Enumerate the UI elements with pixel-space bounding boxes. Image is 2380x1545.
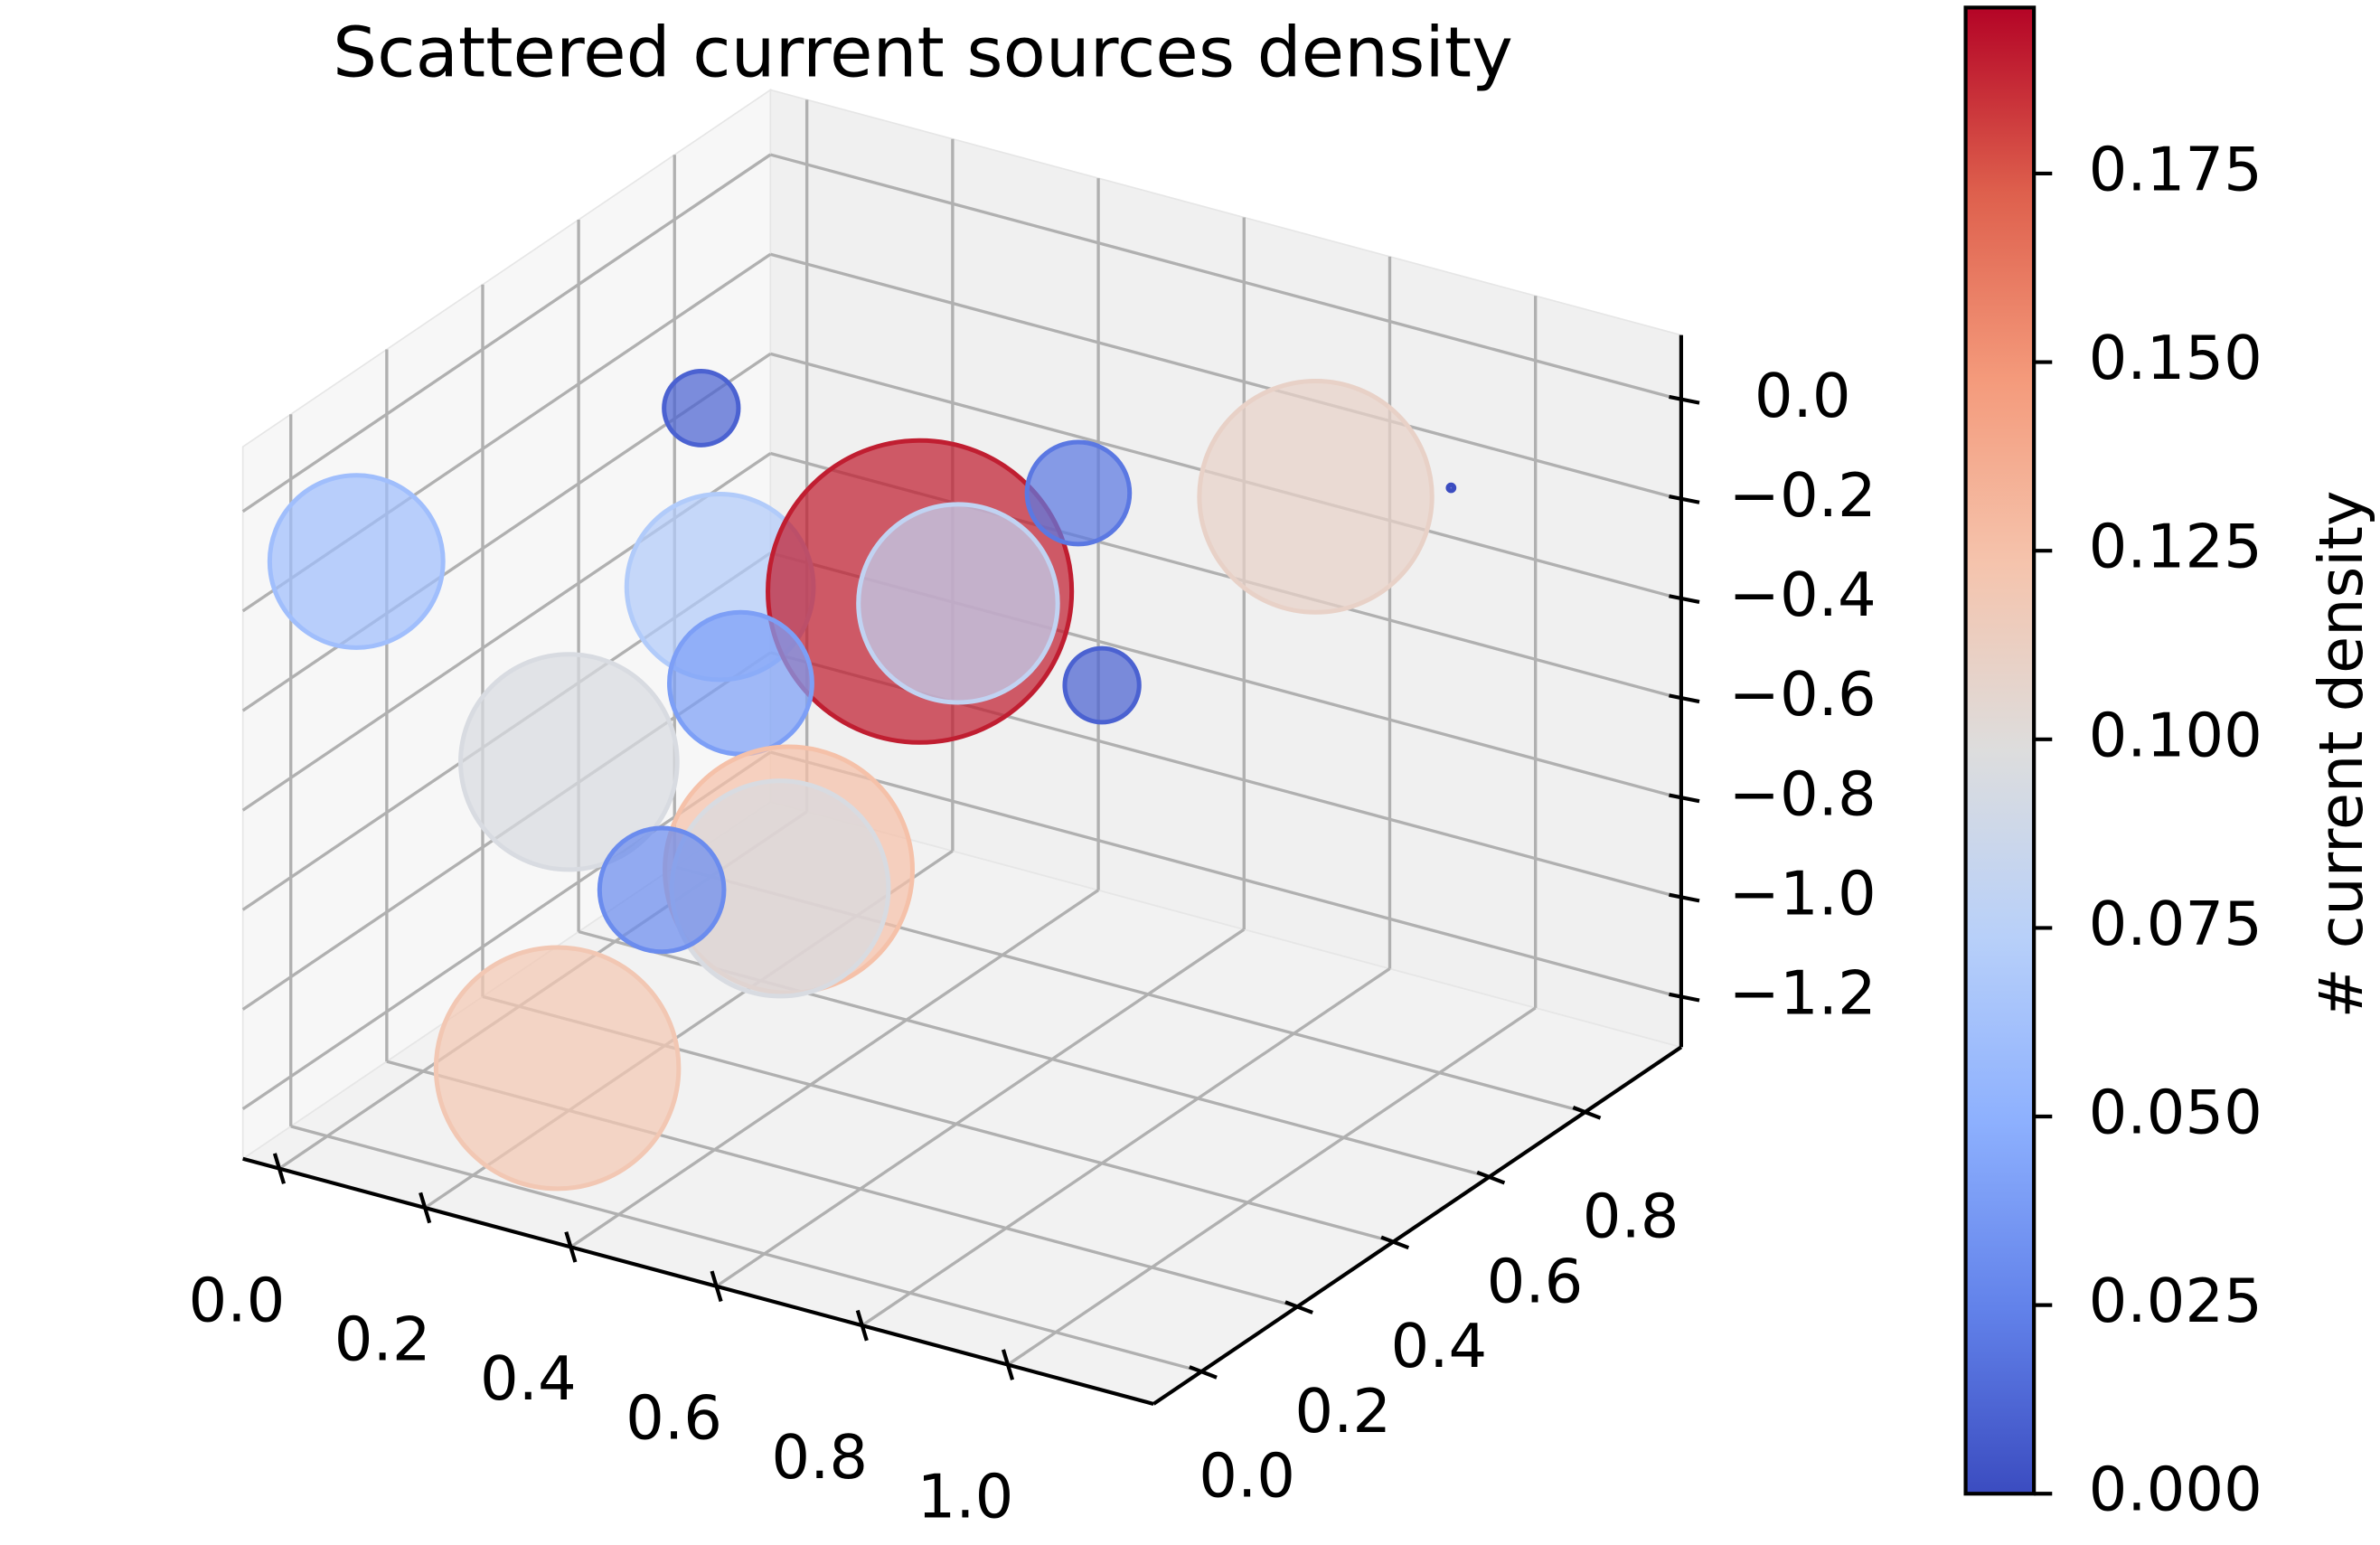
grid-line — [569, 889, 1100, 1248]
z-tick — [1669, 992, 1700, 1003]
y-tick-label: 0.4 — [1390, 1311, 1487, 1381]
x-axis — [242, 1156, 1154, 1406]
point — [597, 825, 727, 955]
z-tick — [1669, 793, 1700, 804]
point — [267, 473, 446, 650]
colorbar-tick-label: 0.050 — [2089, 1078, 2262, 1148]
colorbar-tick-label: 0.100 — [2089, 700, 2262, 770]
y-axis — [1152, 1045, 1683, 1406]
grid-line — [769, 750, 1682, 999]
grid-line — [861, 967, 1391, 1327]
y-tick-label: 0.8 — [1583, 1182, 1679, 1252]
point — [458, 652, 680, 872]
x-tick-label: 0.2 — [334, 1305, 431, 1375]
colorbar-tick-label: 0.025 — [2089, 1266, 2262, 1336]
point — [433, 945, 682, 1192]
z-tick-label: −1.2 — [1729, 958, 1877, 1029]
grid-line — [769, 153, 1682, 401]
z-tick-label: −0.8 — [1729, 759, 1877, 830]
colorbar-tick-label: 0.125 — [2089, 512, 2262, 582]
point — [1197, 379, 1435, 615]
z-tick-label: 0.0 — [1754, 361, 1851, 431]
grid-line — [241, 153, 772, 513]
point — [1445, 482, 1457, 494]
colorbar-tick-label: 0.000 — [2089, 1455, 2262, 1525]
z-tick-label: −1.0 — [1729, 859, 1877, 929]
point — [662, 369, 741, 447]
colorbar-tick-label: 0.075 — [2089, 889, 2262, 959]
z-tick — [1669, 892, 1700, 903]
z-tick — [1669, 693, 1700, 704]
z-tick-label: −0.2 — [1729, 460, 1877, 531]
point — [667, 609, 814, 757]
x-tick-label: 0.0 — [189, 1265, 286, 1335]
x-tick-label: 0.4 — [480, 1343, 577, 1414]
grid-line — [290, 1125, 1202, 1373]
x-tick-label: 0.8 — [771, 1422, 868, 1493]
grid-line — [769, 252, 1682, 502]
grid-line — [715, 928, 1246, 1288]
chart-title: Scattered current sources density — [333, 14, 1513, 94]
colorbar — [1963, 5, 2037, 1496]
point — [1062, 645, 1142, 725]
y-tick-label: 0.2 — [1294, 1376, 1391, 1446]
z-tick — [1669, 594, 1700, 604]
x-tick-label: 1.0 — [917, 1461, 1014, 1531]
colorbar-tick-label: 0.175 — [2089, 135, 2262, 205]
point — [856, 502, 1060, 705]
z-tick — [1669, 394, 1700, 405]
colorbar-label: # current density — [2306, 491, 2376, 1019]
z-tick — [1669, 495, 1700, 504]
x-tick-label: 0.6 — [626, 1383, 722, 1454]
z-tick-label: −0.6 — [1729, 659, 1877, 730]
z-tick-label: −0.4 — [1729, 560, 1877, 630]
point — [1024, 439, 1133, 547]
y-tick-label: 0.6 — [1487, 1247, 1584, 1317]
y-tick-label: 0.0 — [1199, 1441, 1295, 1512]
colorbar-tick-label: 0.150 — [2089, 323, 2262, 393]
grid-line — [1007, 1006, 1537, 1366]
